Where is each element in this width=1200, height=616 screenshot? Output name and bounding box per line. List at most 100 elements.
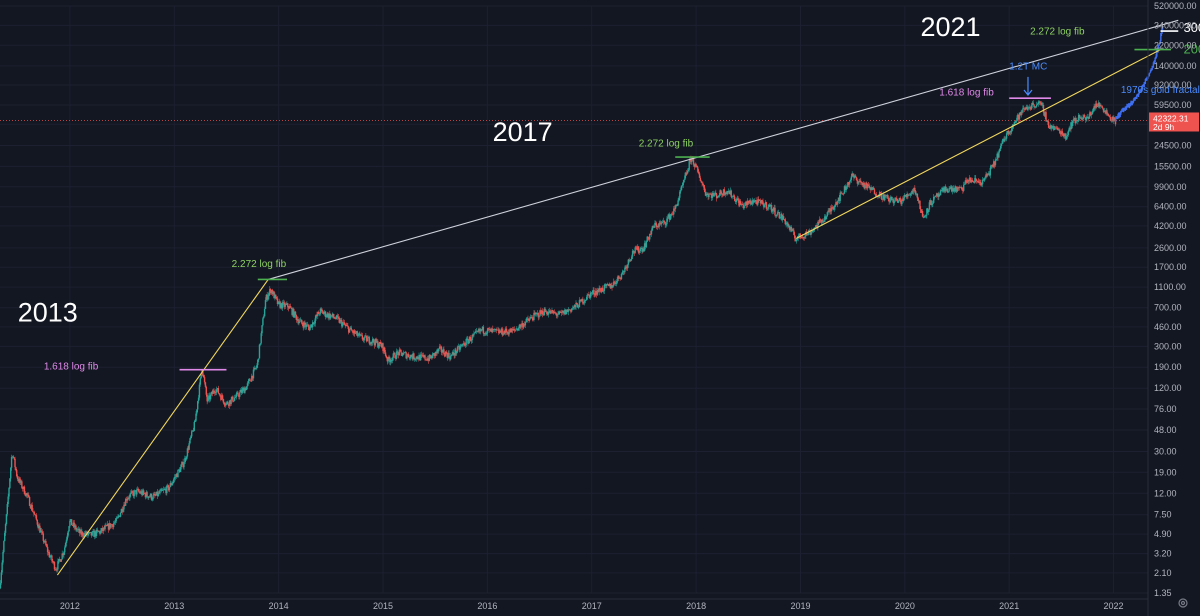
y-tick-label: 220000.00	[1154, 40, 1197, 50]
candle-body	[730, 190, 732, 197]
candle-body	[837, 197, 840, 202]
candle-body	[485, 333, 487, 335]
candle-body	[644, 243, 647, 248]
candle-body	[655, 224, 658, 228]
candle-body	[904, 194, 907, 197]
candle-body	[661, 222, 663, 224]
candle-body	[215, 392, 217, 393]
candle-body	[78, 528, 81, 534]
candle-body	[373, 342, 376, 346]
candle-body	[743, 205, 745, 208]
candle-body	[665, 224, 667, 225]
candle-body	[1005, 133, 1008, 139]
candle-body	[668, 214, 671, 220]
candle-body	[121, 508, 123, 512]
candle-body	[783, 219, 786, 220]
candle-body	[689, 158, 691, 162]
candle-body	[829, 208, 831, 212]
y-tick-label: 300.00	[1154, 341, 1182, 351]
candle-body	[513, 328, 515, 330]
candle-body	[1047, 120, 1049, 122]
candle-body	[969, 177, 972, 183]
candle-body	[526, 318, 528, 320]
candle-body	[366, 338, 369, 342]
candle-body	[593, 289, 595, 295]
candle-body	[1096, 106, 1099, 108]
candle-body	[993, 161, 995, 167]
candle-body	[256, 365, 258, 368]
candle-body	[24, 494, 27, 496]
candle-body	[353, 330, 356, 334]
candle-body	[778, 212, 780, 219]
candle-body	[712, 192, 714, 196]
settings-gear-icon[interactable]	[1178, 598, 1188, 608]
candle-body	[91, 531, 93, 536]
candle-body	[764, 204, 766, 208]
candle-body	[422, 355, 425, 357]
candle-body	[873, 189, 876, 195]
candle-body	[1003, 139, 1005, 142]
candle-body	[908, 194, 911, 196]
candle-body	[621, 272, 624, 275]
candle-body	[179, 469, 181, 473]
candle-body	[104, 526, 106, 530]
candle-body	[335, 315, 338, 319]
candle-body	[384, 352, 387, 356]
candle-body	[842, 193, 845, 195]
candle-body	[128, 497, 130, 499]
candle-body	[782, 216, 785, 220]
candle-body	[205, 386, 207, 395]
candle-body	[952, 188, 955, 192]
candle-body	[929, 200, 931, 203]
candle-body	[1101, 106, 1103, 108]
candle-body	[33, 512, 35, 514]
candle-body	[103, 527, 105, 530]
candle-body	[608, 283, 611, 286]
y-tick-label: 12.00	[1154, 488, 1177, 498]
candle-body	[366, 335, 368, 342]
candle-body	[1059, 129, 1061, 134]
candle-body	[1018, 112, 1021, 120]
candle-body	[90, 532, 93, 536]
candle-body	[112, 523, 115, 528]
candle-body	[949, 188, 951, 190]
candle-body	[765, 202, 768, 209]
candle-body	[259, 343, 262, 345]
candle-body	[1032, 102, 1034, 105]
candle-body	[749, 200, 751, 203]
x-tick-label: 2017	[582, 601, 602, 611]
candle-body	[21, 481, 23, 488]
candle-body	[202, 370, 204, 376]
candle-body	[901, 199, 903, 205]
candle-body	[154, 495, 157, 496]
candle-body	[547, 311, 550, 315]
candle-body	[274, 294, 276, 299]
candle-body	[682, 181, 684, 186]
candle-body	[891, 199, 894, 201]
candle-body	[170, 483, 172, 486]
candle-body	[298, 321, 300, 324]
candle-body	[94, 531, 97, 537]
candle-body	[88, 532, 91, 534]
candle-body	[157, 492, 159, 497]
candle-body	[249, 379, 251, 381]
candle-body	[470, 340, 473, 342]
candle-body	[118, 515, 120, 517]
candle-body	[160, 489, 163, 491]
candle-body	[22, 486, 25, 489]
candle-body	[173, 479, 175, 482]
candle-body	[763, 204, 765, 208]
candle-body	[251, 375, 253, 382]
candle-body	[879, 191, 882, 193]
candle-body	[690, 158, 692, 162]
y-tick-label: 4.90	[1154, 529, 1172, 539]
candle-body	[948, 188, 950, 192]
candle-body	[123, 504, 125, 510]
candle-body	[491, 328, 493, 332]
candle-body	[570, 309, 572, 312]
candle-body	[742, 204, 744, 208]
candle-body	[328, 313, 330, 318]
candle-body	[848, 182, 850, 185]
candle-body	[73, 522, 75, 528]
